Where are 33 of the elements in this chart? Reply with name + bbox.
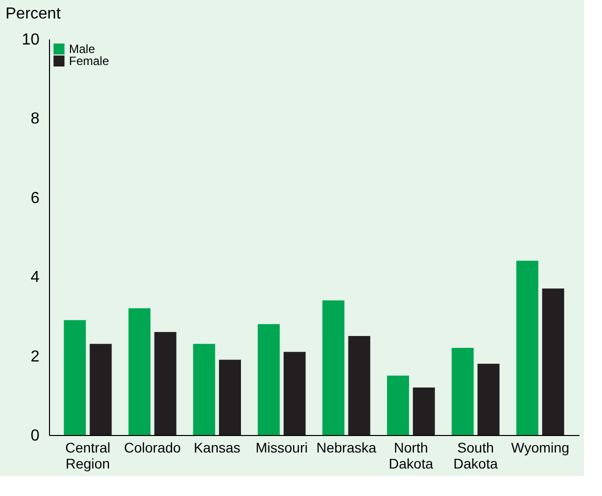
x-tick-label: Central Region (65, 440, 110, 472)
x-tick-label: Nebraska (316, 440, 376, 456)
y-tick-label: 8 (30, 110, 40, 128)
y-axis-title: Percent (6, 6, 62, 22)
bar (284, 352, 306, 435)
bar (258, 324, 280, 435)
bar (322, 300, 344, 435)
bar (387, 376, 410, 435)
bar (516, 260, 538, 435)
x-tick-label: Missouri (256, 440, 308, 456)
legend-label: Male (69, 42, 96, 56)
y-tick-label: 10 (22, 32, 40, 48)
y-tick-label: 2 (30, 348, 40, 366)
y-tick-label: 4 (30, 269, 40, 286)
x-tick-label: North Dakota (388, 440, 434, 472)
bar (348, 336, 370, 435)
x-tick-label: Colorado (124, 440, 182, 456)
x-tick-label: South Dakota (453, 440, 498, 472)
x-tick-label: Wyoming (511, 440, 570, 456)
bar (193, 344, 216, 435)
bar (542, 288, 564, 435)
bar (452, 348, 474, 435)
legend-label: Female (69, 54, 110, 68)
bar (154, 332, 176, 435)
bar (478, 364, 500, 435)
y-tick-label: 6 (30, 190, 40, 207)
bar (412, 387, 435, 435)
x-tick-label: Kansas (194, 440, 240, 456)
bar (90, 344, 112, 435)
bar (64, 320, 86, 435)
y-tick-label: 0 (30, 428, 40, 444)
bar (218, 360, 241, 435)
bar (128, 308, 150, 435)
